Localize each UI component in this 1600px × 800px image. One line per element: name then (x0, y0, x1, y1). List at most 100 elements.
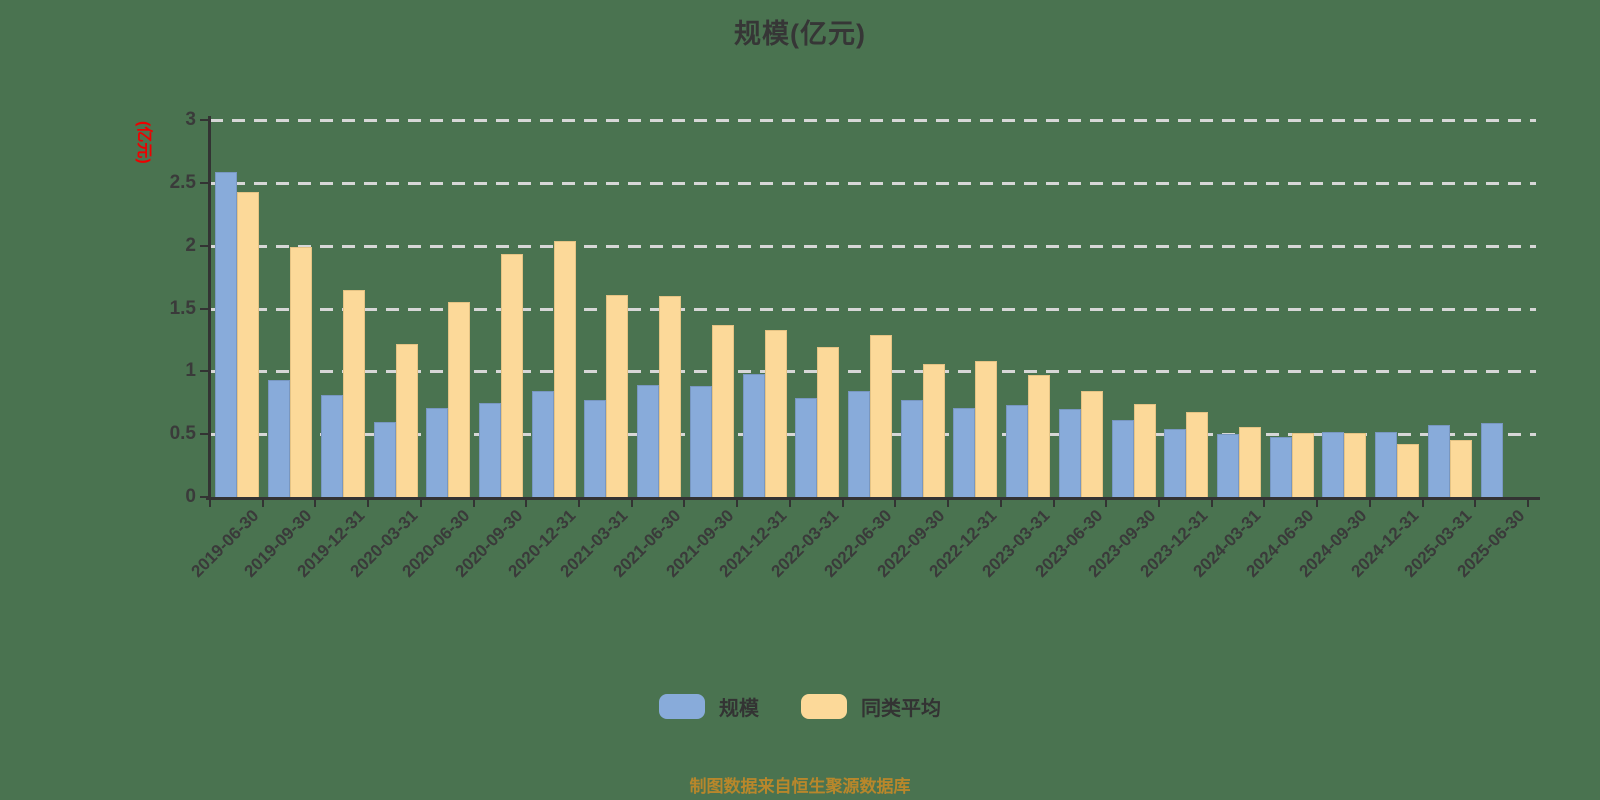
chart-source-note: 制图数据来自恒生聚源数据库 (689, 777, 911, 796)
bar-同类平均-2020-03-31[interactable] (395, 343, 418, 498)
bar-规模-2025-03-31[interactable] (1427, 425, 1450, 498)
gridline (210, 307, 1536, 311)
x-axis-tick (1157, 500, 1160, 507)
y-axis-tick (200, 370, 208, 373)
bar-规模-2022-03-31[interactable] (795, 397, 818, 498)
legend-item-category-average[interactable]: 同类平均 (801, 692, 941, 721)
bar-规模-2024-12-31[interactable] (1375, 431, 1398, 498)
x-axis-tick (367, 500, 370, 507)
bar-同类平均-2019-12-31[interactable] (342, 289, 365, 498)
chart-title: 规模(亿元) (734, 19, 866, 49)
bar-同类平均-2021-03-31[interactable] (606, 294, 629, 498)
x-axis-tick (1052, 500, 1055, 507)
x-axis-tick (1316, 500, 1319, 507)
y-axis-label: 1.5 (169, 297, 196, 319)
y-axis-tick (200, 119, 208, 121)
bar-同类平均-2024-12-31[interactable] (1397, 444, 1420, 498)
y-axis-label: 2 (185, 234, 196, 256)
bar-规模-2019-12-31[interactable] (320, 395, 343, 498)
bar-同类平均-2022-06-30[interactable] (870, 334, 892, 498)
bar-规模-2024-06-30[interactable] (1269, 436, 1292, 498)
x-axis-tick (788, 500, 791, 507)
x-axis-tick (630, 500, 633, 507)
bar-规模-2024-09-30[interactable] (1322, 431, 1345, 498)
y-axis-tick (200, 307, 208, 310)
bar-同类平均-2023-09-30[interactable] (1133, 404, 1156, 498)
gridline (210, 119, 1536, 122)
bar-同类平均-2023-03-31[interactable] (1028, 375, 1051, 498)
x-axis-tick (1263, 500, 1266, 507)
y-axis-label: 3 (185, 109, 196, 130)
bar-同类平均-2021-12-31[interactable] (764, 329, 787, 498)
bar-同类平均-2023-12-31[interactable] (1186, 411, 1209, 498)
y-axis-label: 2.5 (169, 171, 196, 193)
bar-同类平均-2020-12-31[interactable] (553, 240, 576, 498)
bar-规模-2021-12-31[interactable] (742, 373, 765, 498)
y-axis-tick (200, 496, 208, 498)
bar-规模-2023-09-30[interactable] (1111, 420, 1134, 498)
bar-规模-2019-09-30[interactable] (268, 380, 291, 498)
bar-同类平均-2022-12-31[interactable] (975, 361, 998, 498)
bar-规模-2023-03-31[interactable] (1006, 405, 1029, 498)
x-axis-tick (1421, 500, 1424, 507)
bar-规模-2020-03-31[interactable] (373, 421, 396, 498)
bar-规模-2021-09-30[interactable] (689, 386, 712, 498)
legend-item-scale[interactable]: 规模 (659, 692, 759, 721)
bar-规模-2021-06-30[interactable] (637, 385, 660, 498)
bar-规模-2020-09-30[interactable] (478, 402, 501, 498)
x-axis-tick (525, 500, 528, 507)
x-axis-tick (578, 500, 581, 507)
bar-同类平均-2023-06-30[interactable] (1080, 391, 1103, 498)
y-axis-tick (200, 244, 208, 247)
bar-同类平均-2020-06-30[interactable] (448, 302, 471, 498)
bar-同类平均-2021-06-30[interactable] (659, 295, 682, 498)
x-axis-tick (261, 500, 264, 507)
x-axis-tick (947, 500, 950, 507)
bar-同类平均-2024-06-30[interactable] (1291, 432, 1314, 498)
x-axis-line (206, 497, 1540, 500)
bar-规模-2023-12-31[interactable] (1164, 429, 1187, 498)
bar-规模-2025-06-30[interactable] (1480, 422, 1503, 498)
legend: 规模 同类平均 (0, 692, 1600, 721)
bar-同类平均-2020-09-30[interactable] (500, 254, 523, 498)
x-axis-tick (736, 500, 739, 507)
x-axis-tick (472, 500, 475, 507)
x-axis-tick (1368, 500, 1371, 507)
bar-规模-2020-06-30[interactable] (426, 407, 449, 498)
bar-同类平均-2024-03-31[interactable] (1239, 426, 1262, 498)
x-axis-tick (1105, 500, 1108, 507)
x-axis-tick (999, 500, 1002, 507)
legend-swatch-scale (659, 694, 705, 719)
y-axis-tick (200, 433, 208, 436)
bar-规模-2023-06-30[interactable] (1058, 409, 1081, 498)
x-axis-tick (314, 500, 317, 507)
bar-规模-2022-09-30[interactable] (900, 400, 923, 498)
bar-同类平均-2025-03-31[interactable] (1449, 440, 1472, 498)
bar-同类平均-2024-09-30[interactable] (1344, 432, 1367, 498)
x-axis-tick (1527, 500, 1529, 507)
legend-label-category-average: 同类平均 (861, 698, 941, 720)
y-axis-line (208, 116, 211, 499)
x-axis-tick (1210, 500, 1213, 507)
x-axis-tick (209, 500, 211, 507)
bar-规模-2022-06-30[interactable] (848, 391, 870, 498)
x-axis-tick (841, 500, 844, 507)
bar-规模-2024-03-31[interactable] (1217, 434, 1240, 498)
bar-同类平均-2019-06-30[interactable] (237, 191, 260, 498)
bar-同类平均-2019-09-30[interactable] (290, 246, 313, 498)
bar-规模-2022-12-31[interactable] (953, 407, 976, 498)
gridline (210, 244, 1536, 248)
gridline (210, 181, 1536, 185)
x-axis-tick (894, 500, 897, 507)
y-axis-label: 0.5 (169, 423, 196, 445)
bar-规模-2020-12-31[interactable] (531, 391, 554, 498)
bar-规模-2019-06-30[interactable] (215, 171, 238, 498)
bar-规模-2021-03-31[interactable] (584, 400, 607, 498)
y-axis-label: 1 (185, 360, 196, 382)
bar-同类平均-2022-03-31[interactable] (817, 347, 840, 498)
bar-同类平均-2022-09-30[interactable] (922, 363, 945, 498)
bar-同类平均-2021-09-30[interactable] (711, 324, 734, 498)
legend-label-scale: 规模 (719, 698, 759, 720)
x-axis-tick (683, 500, 686, 507)
x-axis-tick (419, 500, 422, 507)
